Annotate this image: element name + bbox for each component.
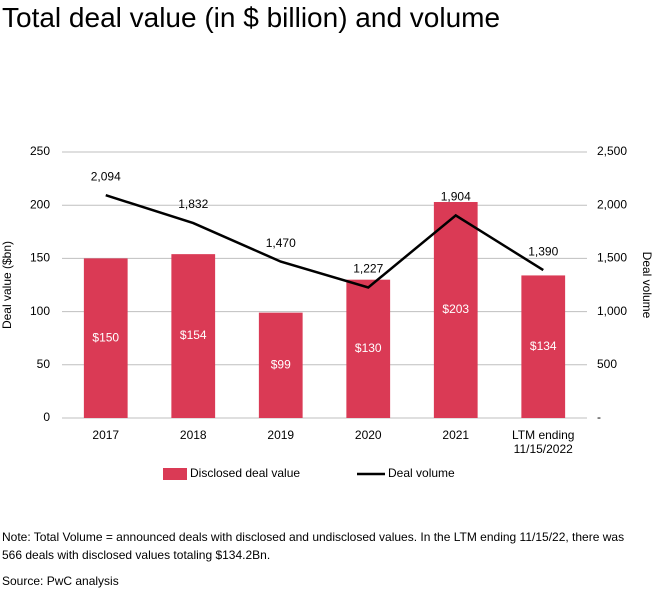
bar [521,275,566,418]
y2-tick-label: 1,500 [597,251,627,265]
chart-title: Total deal value (in $ billion) and volu… [2,2,501,33]
y-tick-label: 50 [37,357,51,371]
x-tick-label: 2018 [179,428,207,442]
line-value-label: 1,227 [353,262,383,276]
source: Source: PwC analysis [2,574,119,588]
x-tick-label: 2020 [354,428,382,442]
bar-value-label: $134 [530,339,557,353]
line [105,194,544,289]
y2-tick-label: 500 [597,357,617,371]
bar-value-label: $203 [442,302,469,316]
bar-value-label: $154 [180,328,207,342]
line-value-label: 1,390 [528,244,558,258]
x-tick-label: 2019 [267,428,295,442]
bar [346,279,391,418]
legend-label: Disclosed deal value [190,466,300,480]
bar [171,254,216,418]
legend-label: Deal volume [388,466,455,480]
y2-axis-title: Deal volume [640,252,654,319]
line-value-label: 1,904 [441,190,471,204]
bar [433,202,478,418]
x-tick-label: 2017 [92,428,120,442]
bar [258,312,303,418]
y2-tick-label: - [597,410,601,424]
x-tick-label: 2021 [442,428,470,442]
y2-tick-label: 2,000 [597,197,627,211]
y-tick-label: 0 [43,410,50,424]
y-tick-label: 250 [30,144,50,158]
legend-swatch [163,468,187,480]
y2-tick-label: 2,500 [597,144,627,158]
y-tick-label: 150 [30,251,50,265]
y-axis-title: Deal value ($bn) [0,241,14,329]
x-tick-label: LTM ending 11/15/2022 [512,428,575,456]
y-tick-label: 200 [30,197,50,211]
line-value-label: 1,832 [178,197,208,211]
bar-value-label: $130 [355,341,382,355]
line-value-label: 1,470 [266,236,296,250]
bar-value-label: $99 [271,358,291,372]
bar-value-label: $150 [92,330,119,344]
line-value-label: 2,094 [91,169,121,183]
note: Note: Total Volume = announced deals wit… [2,530,625,562]
y-tick-label: 100 [30,304,50,318]
y2-tick-label: 1,000 [597,304,627,318]
bar [83,258,128,418]
